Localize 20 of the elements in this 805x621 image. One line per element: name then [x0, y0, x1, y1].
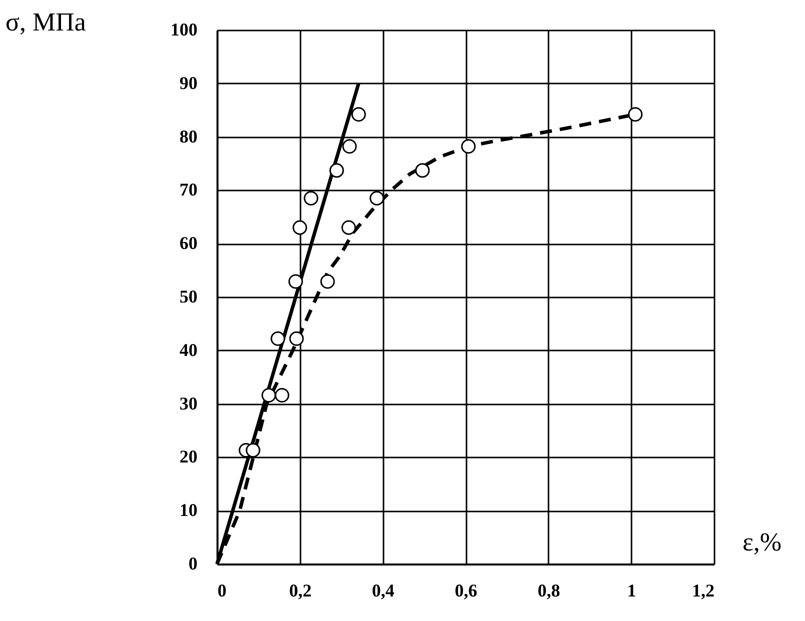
x-axis-title: ε,%: [742, 528, 782, 556]
y-axis-title: σ, МПа: [6, 8, 86, 36]
x-tick-label: 0,4: [372, 580, 394, 600]
y-tick-label: 50: [180, 286, 198, 306]
y-tick-label: 20: [180, 446, 198, 467]
y-tick-label: 10: [180, 500, 198, 520]
x-tick-label: 0,8: [538, 580, 560, 600]
y-tick-label: 70: [180, 180, 198, 200]
y-tick-label: 100: [170, 20, 198, 40]
x-tick-label: 0: [218, 580, 226, 600]
x-tick-label: 0,2: [289, 580, 312, 600]
x-tick-label: 0,6: [454, 580, 478, 600]
y-tick-label: 90: [180, 72, 198, 93]
y-tick-label: 40: [180, 340, 198, 360]
x-tick-label: 1,2: [692, 580, 714, 600]
y-tick-label: 30: [180, 393, 198, 414]
y-tick-label: 60: [180, 233, 198, 254]
y-tick-label: 0: [188, 554, 198, 574]
y-tick-label: 80: [180, 126, 198, 146]
x-tick-label: 1: [627, 580, 636, 600]
